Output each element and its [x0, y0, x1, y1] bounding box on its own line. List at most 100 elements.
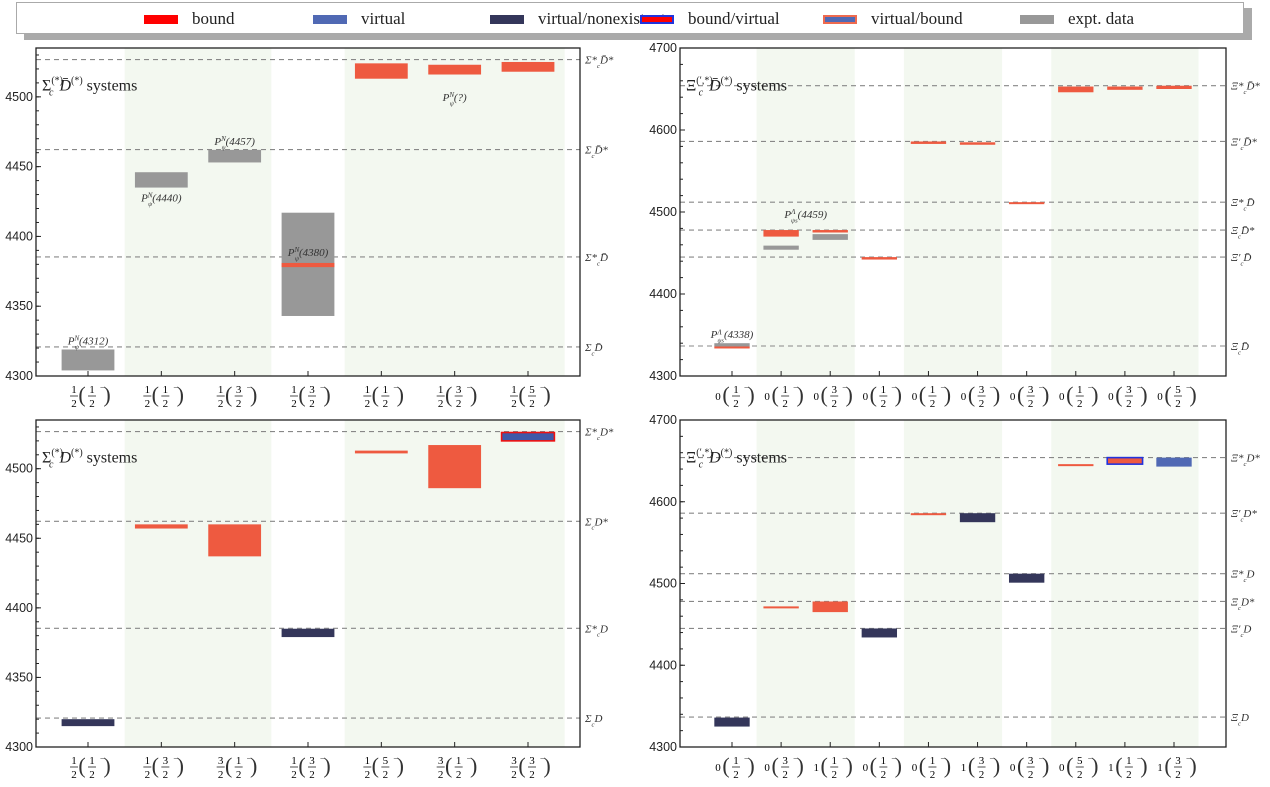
frac-den: 2	[511, 769, 517, 781]
threshold-label: Σ*cD̄*	[584, 55, 614, 70]
x-tick-label: 12(32−)	[143, 753, 184, 781]
legend-label-bound: bound	[192, 9, 235, 28]
frac-int: 0	[1108, 391, 1114, 403]
paren-open: (	[722, 382, 729, 407]
legend-swatch-virtual-nonexistent	[490, 14, 524, 24]
frac-num: 1	[438, 384, 444, 396]
paren-close: )	[796, 753, 803, 778]
x-tick-label: 0(3 2−)	[764, 753, 803, 781]
panel-xi-dbar: ΞcD̄ Ξ′cD̄ ΞcD̄* Ξ*cD̄ Ξ′cD̄* Ξ*cD̄* PΛ ψs(4338…	[649, 41, 1260, 410]
paren-close: )	[747, 382, 754, 407]
paren-close: )	[323, 753, 330, 778]
highlight-band	[344, 48, 565, 376]
legend-item-bound-virtual: bound/virtual	[640, 9, 780, 28]
y-tick-label: 4350	[5, 670, 33, 684]
parity: −	[744, 383, 749, 392]
legend-item-virtual: virtual	[313, 9, 405, 28]
frac-den: 2	[163, 398, 169, 410]
paren-close: )	[1140, 753, 1147, 778]
frac-num: 3	[979, 384, 985, 396]
frac-num: 1	[383, 384, 389, 396]
frac-int: 0	[863, 391, 869, 403]
highlight-band	[756, 48, 855, 376]
legend-item-virtual-bound: virtual/bound	[823, 9, 963, 28]
frac-num: 3	[782, 755, 788, 767]
x-tick-label: 1(3 2−)	[1157, 753, 1196, 781]
threshold-label: Σ*cD̄	[584, 252, 608, 267]
paren-close: )	[993, 753, 1000, 778]
frac-num: 1	[831, 755, 837, 767]
y-tick-label: 4300	[5, 369, 33, 383]
frac-num: 1	[145, 384, 151, 396]
state-bar-virtual-nonexistent	[61, 719, 115, 727]
frac-den: 2	[831, 769, 837, 781]
frac-den: 2	[218, 769, 224, 781]
paren-open: (	[78, 382, 85, 407]
frac-num: 1	[881, 384, 887, 396]
state-bar-bound	[428, 445, 482, 489]
frac-num: 1	[782, 384, 788, 396]
frac-den: 2	[529, 769, 535, 781]
y-tick-label: 4500	[5, 90, 33, 104]
x-tick-label: 0(1 2−)	[912, 753, 951, 781]
state-bar-bound	[910, 141, 947, 144]
frac-den: 2	[979, 398, 985, 410]
panel-title: Ξ(′,*) c D̄(*) systems	[686, 76, 787, 99]
highlight-band	[1051, 48, 1199, 376]
parity: −	[940, 383, 945, 392]
parity: −	[891, 383, 896, 392]
threshold-label: ΞcD̄*	[1231, 225, 1255, 240]
parity: −	[247, 754, 252, 763]
parity: −	[467, 754, 472, 763]
threshold-label: ΞcD	[1231, 712, 1249, 727]
parity: −	[100, 383, 105, 392]
paren-open: (	[518, 753, 525, 778]
highlight-band	[903, 48, 1003, 376]
frac-den: 2	[383, 769, 389, 781]
state-bar-bound	[354, 450, 408, 454]
frac-den: 2	[291, 769, 297, 781]
parity: −	[990, 754, 995, 763]
x-tick-label: 0(3 2−)	[961, 382, 1000, 410]
paren-open: (	[152, 753, 159, 778]
highlight-band	[756, 420, 855, 747]
paren-close: )	[543, 382, 550, 407]
paren-open: (	[1066, 382, 1073, 407]
threshold-label: Ξ′cD̄*	[1231, 136, 1257, 151]
legend-item-bound: bound	[144, 9, 235, 28]
paren-close: )	[397, 382, 404, 407]
paren-open: (	[821, 753, 828, 778]
frac-num: 3	[979, 755, 985, 767]
paren-open: (	[445, 382, 452, 407]
threshold-label: Σ*cD*	[584, 427, 614, 442]
frac-den: 2	[383, 398, 389, 410]
frac-num: 5	[383, 755, 389, 767]
parity: −	[1039, 754, 1044, 763]
y-tick-label: 4400	[649, 287, 677, 301]
frac-num: 1	[365, 384, 371, 396]
paren-open: (	[1164, 753, 1171, 778]
paren-open: (	[870, 382, 877, 407]
parity: −	[744, 754, 749, 763]
threshold-label: ΞcD*	[1231, 596, 1255, 611]
frac-den: 2	[365, 398, 371, 410]
parity: −	[247, 383, 252, 392]
state-bar-virtual-nonexistent	[1008, 573, 1045, 583]
x-tick-label: 12(32−)	[216, 382, 257, 410]
paren-close: )	[846, 382, 853, 407]
x-tick-label: 12(12−)	[70, 382, 111, 410]
frac-den: 2	[456, 398, 462, 410]
x-tick-label: 1(12−)	[813, 753, 852, 781]
frac-den: 2	[733, 769, 739, 781]
frac-int: 0	[912, 391, 918, 403]
frac-den: 2	[1126, 769, 1132, 781]
state-bar-expt	[714, 343, 750, 347]
x-tick-label: 32(12−)	[436, 753, 477, 781]
paren-close: )	[846, 753, 853, 778]
paren-open: (	[919, 382, 926, 407]
panel-title: Ξ(′,*) c D(*) systems	[686, 448, 787, 471]
frac-den: 2	[1077, 398, 1083, 410]
panel-title: Σ(*) c D̄(*) systems	[42, 76, 137, 99]
threshold-label: ΣcD̄*	[584, 145, 608, 160]
y-tick-label: 4500	[649, 577, 677, 591]
